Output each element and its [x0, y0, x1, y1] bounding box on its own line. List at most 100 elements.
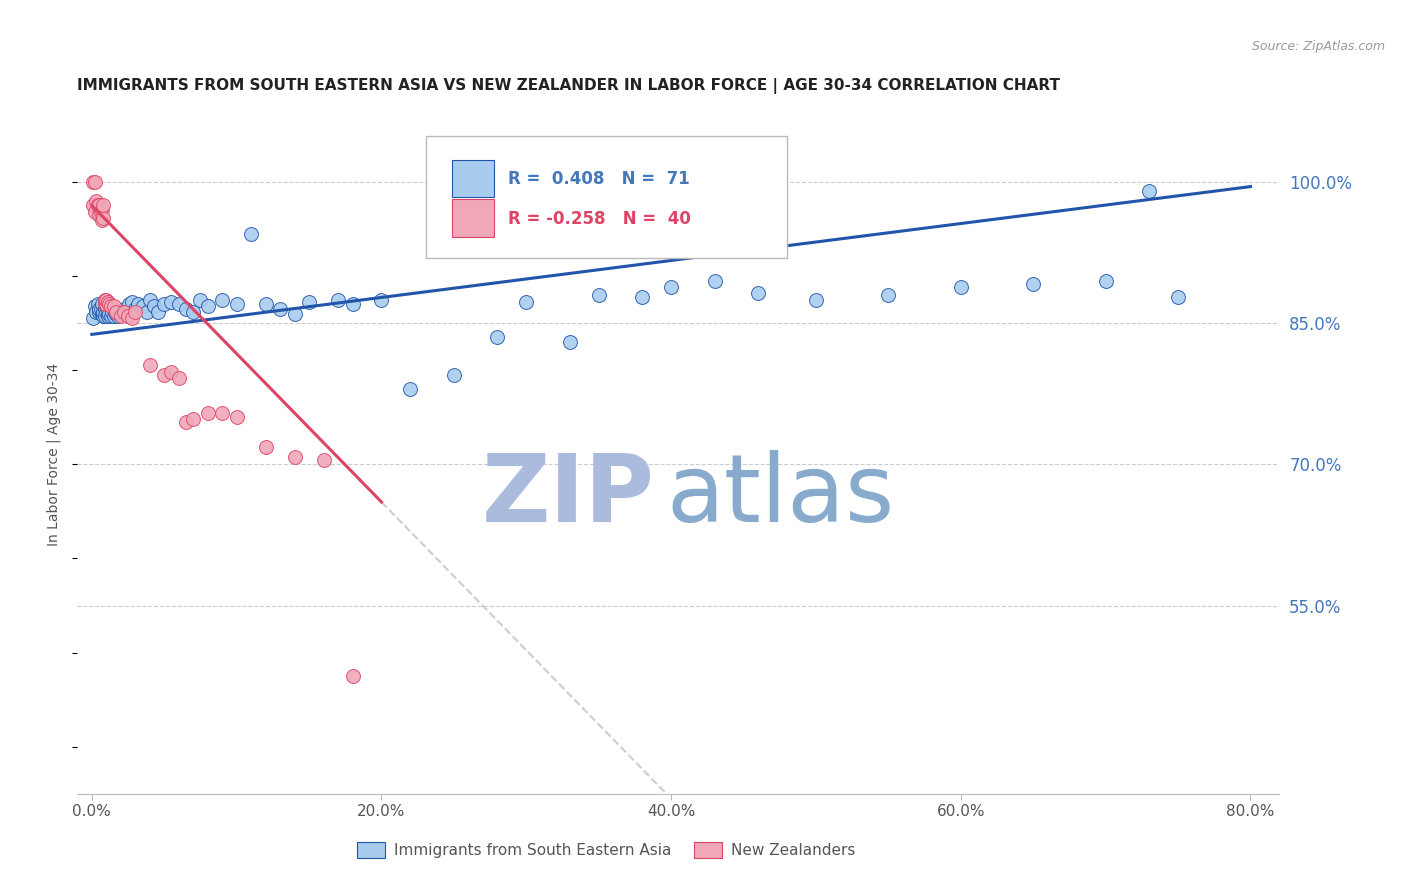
Legend: Immigrants from South Eastern Asia, New Zealanders: Immigrants from South Eastern Asia, New … [352, 836, 862, 864]
Point [112, 301, 135, 316]
Point [103, 309, 125, 323]
Point [326, 293, 349, 307]
FancyBboxPatch shape [426, 136, 786, 259]
Point [96, 299, 118, 313]
Point [342, 297, 364, 311]
Text: R = -0.258   N =  40: R = -0.258 N = 40 [508, 210, 690, 228]
Point [87, 198, 110, 212]
Point [703, 274, 725, 288]
Point [181, 412, 204, 426]
Point [105, 305, 128, 319]
Point [87, 208, 110, 222]
Point [91, 212, 114, 227]
Point [94, 301, 117, 316]
Point [97, 309, 120, 323]
Point [124, 305, 146, 319]
Point [104, 305, 127, 319]
Point [1137, 184, 1160, 198]
Point [96, 305, 118, 319]
Point [86, 297, 108, 311]
Point [97, 305, 120, 319]
Point [443, 368, 465, 382]
Point [108, 307, 131, 321]
Text: atlas: atlas [666, 450, 894, 541]
Point [139, 293, 162, 307]
Point [110, 309, 132, 323]
Point [124, 301, 146, 316]
Point [84, 305, 107, 319]
Point [87, 301, 110, 316]
Point [121, 311, 143, 326]
Point [131, 299, 153, 313]
Point [160, 365, 183, 379]
Point [284, 307, 307, 321]
Point [103, 299, 125, 313]
Point [115, 305, 138, 319]
Point [101, 305, 124, 319]
Point [105, 307, 128, 321]
Point [83, 175, 105, 189]
Point [82, 175, 104, 189]
Point [84, 194, 107, 208]
Point [86, 198, 108, 212]
Point [82, 198, 104, 212]
Point [342, 669, 364, 683]
Point [1167, 290, 1189, 304]
Point [174, 415, 197, 429]
Point [127, 297, 149, 311]
Text: R =  0.408   N =  71: R = 0.408 N = 71 [508, 170, 689, 188]
Point [89, 205, 111, 219]
Point [96, 293, 118, 307]
Point [631, 290, 654, 304]
Point [98, 307, 121, 321]
Point [135, 305, 157, 319]
Point [949, 280, 972, 294]
Point [153, 297, 176, 311]
Point [312, 452, 335, 467]
Point [211, 293, 233, 307]
Point [118, 297, 141, 311]
Point [143, 299, 166, 313]
Point [211, 406, 233, 420]
Point [254, 441, 277, 455]
Point [167, 370, 190, 384]
Point [197, 406, 219, 420]
Point [139, 359, 162, 373]
Point [110, 305, 132, 319]
Point [181, 305, 204, 319]
Point [1022, 277, 1045, 291]
Point [558, 334, 581, 349]
Point [93, 211, 115, 225]
Point [93, 309, 115, 323]
Point [94, 297, 117, 311]
Point [148, 305, 170, 319]
Point [91, 203, 114, 218]
Point [89, 301, 111, 316]
Bar [453, 160, 495, 197]
Point [91, 297, 114, 311]
Point [93, 305, 115, 319]
Text: Source: ZipAtlas.com: Source: ZipAtlas.com [1251, 40, 1385, 54]
Text: IMMIGRANTS FROM SOUTH EASTERN ASIA VS NEW ZEALANDER IN LABOR FORCE | AGE 30-34 C: IMMIGRANTS FROM SOUTH EASTERN ASIA VS NE… [77, 78, 1060, 94]
Point [96, 297, 118, 311]
Point [174, 301, 197, 316]
Text: ZIP: ZIP [481, 450, 654, 541]
Point [804, 293, 827, 307]
Y-axis label: In Labor Force | Age 30-34: In Labor Force | Age 30-34 [46, 363, 62, 547]
Point [91, 307, 114, 321]
Point [100, 309, 122, 323]
Point [167, 297, 190, 311]
Point [93, 198, 115, 212]
Point [94, 309, 117, 323]
Point [97, 295, 120, 310]
Point [588, 288, 610, 302]
Point [98, 297, 121, 311]
Point [254, 297, 277, 311]
Point [83, 205, 105, 219]
Bar [453, 199, 495, 236]
Point [877, 288, 900, 302]
Point [225, 410, 247, 425]
Point [117, 309, 139, 323]
Point [87, 305, 110, 319]
Point [240, 227, 263, 241]
